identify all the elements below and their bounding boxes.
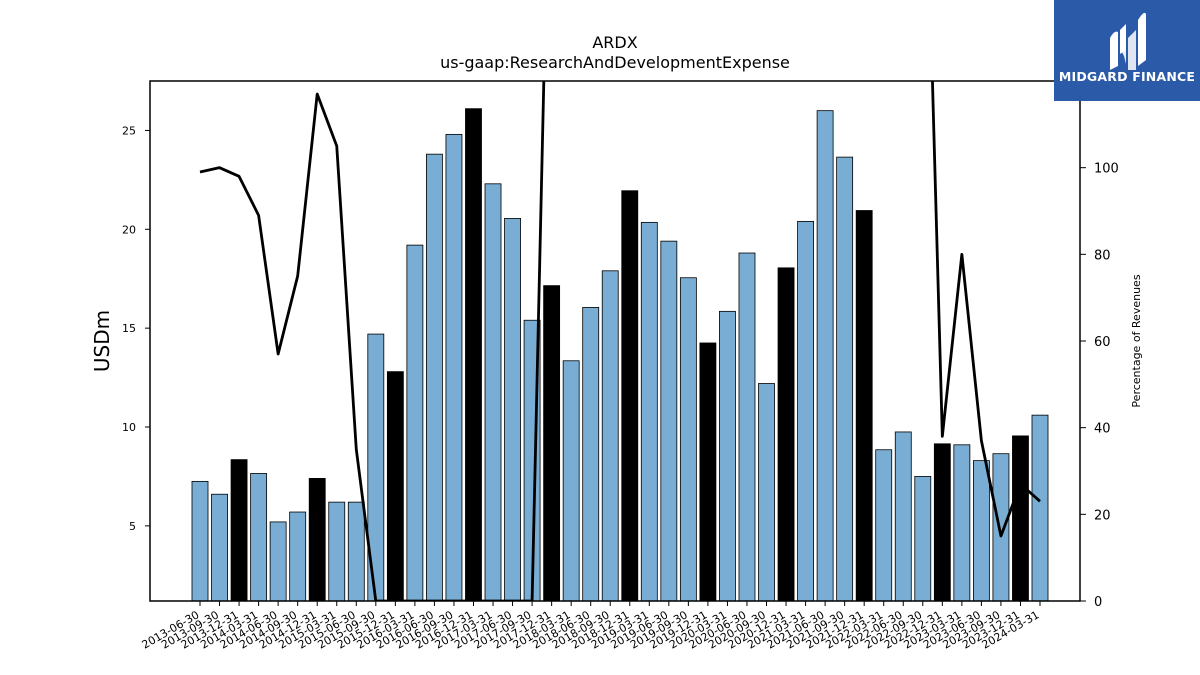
bar — [992, 453, 1010, 602]
bar — [426, 153, 443, 602]
y-axis-right: 0 20 40 60 80 100 — [1080, 162, 1119, 610]
midgard-logo-icon — [1110, 12, 1146, 71]
bar — [758, 383, 775, 602]
bar — [914, 476, 932, 602]
y-tick-label: 5 — [129, 520, 136, 533]
bar — [191, 480, 209, 602]
brand-name: MIDGARD FINANCE — [1058, 69, 1196, 84]
bar — [230, 459, 248, 602]
y2-tick-label: 100 — [1094, 162, 1119, 177]
x-axis: 2013-06-302013-09-302013-12-312014-03-31… — [140, 601, 1042, 652]
bar — [386, 371, 404, 602]
bar — [797, 220, 814, 602]
bar — [1012, 435, 1029, 602]
bar — [836, 156, 854, 602]
bar — [250, 473, 268, 602]
y-axis-label: USDm — [90, 310, 114, 372]
y-tick-label: 15 — [122, 322, 136, 335]
bar — [269, 521, 287, 602]
bar — [308, 478, 326, 602]
bar — [582, 306, 600, 602]
bar — [601, 270, 619, 602]
bar — [484, 183, 502, 602]
line-series — [199, 81, 1041, 601]
bar — [933, 443, 951, 602]
bar — [972, 460, 990, 602]
y-tick-label: 20 — [122, 223, 136, 236]
y2-tick-label: 40 — [1094, 422, 1111, 437]
bar — [621, 190, 639, 602]
y2-axis-label: Percentage of Revenues — [1130, 274, 1143, 407]
line-layer — [199, 81, 1041, 601]
y-tick-label: 10 — [122, 421, 136, 434]
bar — [445, 133, 463, 602]
y2-tick-label: 80 — [1094, 248, 1111, 263]
bar — [679, 277, 697, 602]
bar — [894, 431, 912, 602]
bar — [777, 267, 795, 602]
chart-subtitle: us-gaap:ResearchAndDevelopmentExpense — [440, 53, 790, 72]
bar — [328, 501, 346, 602]
bar — [347, 501, 365, 602]
bar — [855, 210, 873, 602]
bar — [875, 449, 893, 602]
bar — [816, 110, 834, 602]
bar — [211, 493, 228, 602]
bar — [738, 252, 756, 602]
bar — [543, 285, 561, 602]
bar — [699, 342, 717, 602]
bar — [562, 360, 580, 602]
y2-tick-label: 20 — [1094, 508, 1111, 523]
bar — [953, 444, 971, 602]
bar — [406, 244, 424, 602]
y2-tick-label: 0 — [1094, 595, 1102, 610]
bar — [719, 310, 736, 602]
bar — [1031, 414, 1049, 602]
bar — [640, 221, 658, 602]
bar — [660, 240, 678, 602]
chart-title: ARDX — [592, 33, 637, 52]
bar — [504, 218, 521, 602]
y-axis-left: 5 10 15 20 25 — [122, 124, 150, 533]
bars-layer — [191, 108, 1049, 602]
y2-tick-label: 60 — [1094, 335, 1111, 350]
y-tick-label: 25 — [122, 124, 136, 137]
bar — [465, 108, 482, 602]
brand-logo: MIDGARD FINANCE — [1054, 0, 1200, 101]
bar — [289, 511, 307, 602]
